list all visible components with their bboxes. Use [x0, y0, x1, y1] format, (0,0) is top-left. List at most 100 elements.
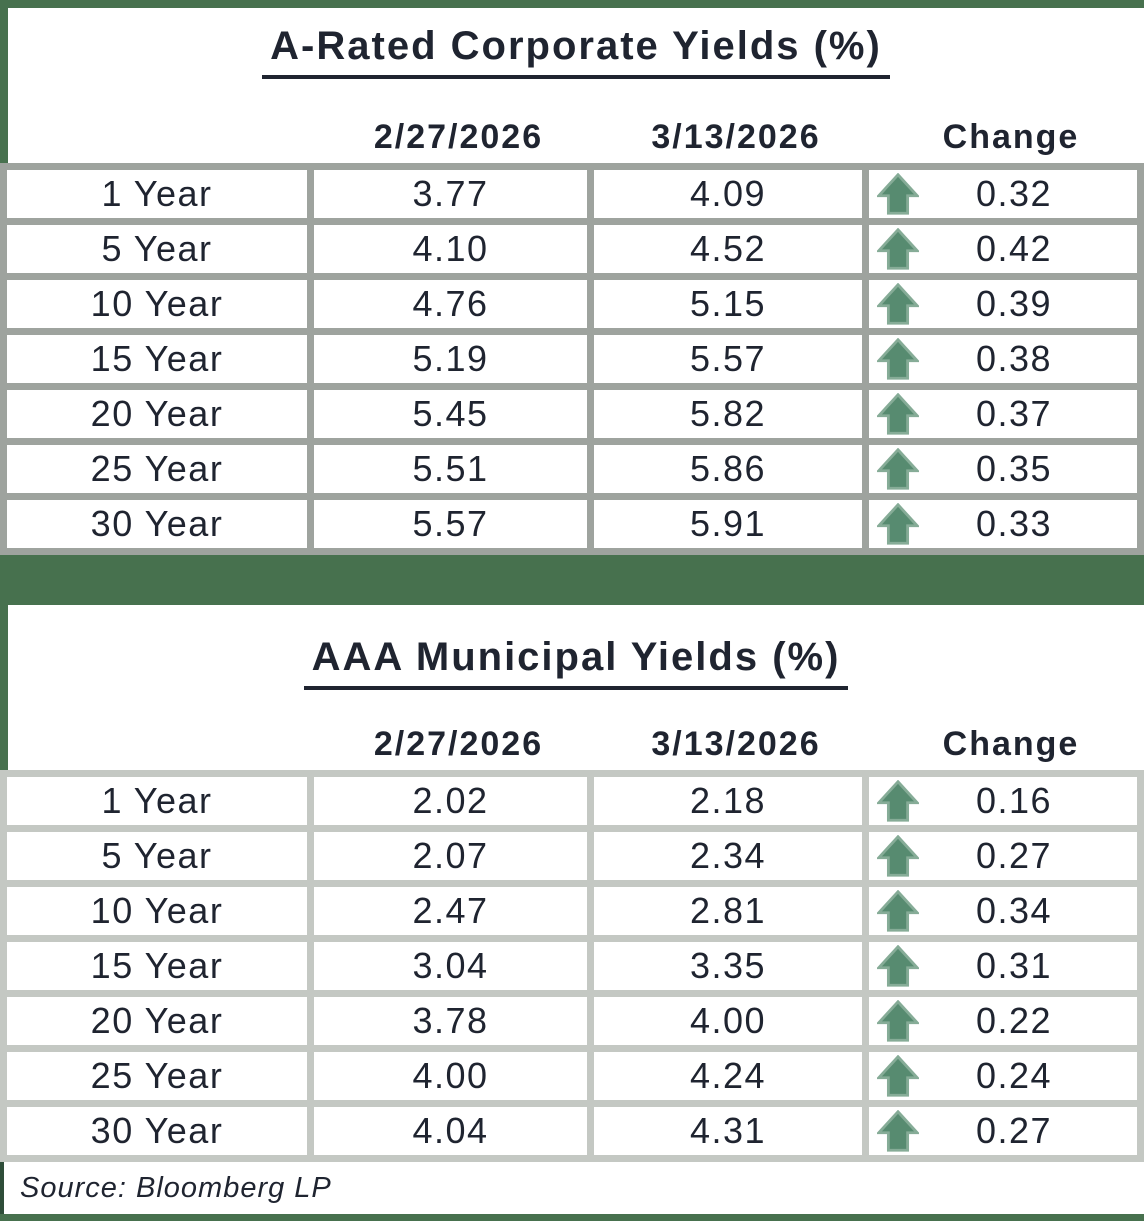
source-text: Source: Bloomberg LP	[20, 1171, 332, 1204]
change-cell: 0.24	[869, 1052, 1137, 1100]
yield-prev: 3.04	[314, 942, 587, 990]
yield-prev: 4.10	[314, 225, 587, 273]
up-arrow-icon	[877, 503, 919, 545]
row-label: 25 Year	[7, 1052, 307, 1100]
up-arrow-icon	[877, 448, 919, 490]
row-label: 25 Year	[7, 445, 307, 493]
table-title-municipal: AAA Municipal Yields (%)	[303, 635, 849, 690]
yield-curr: 5.15	[594, 280, 862, 328]
up-arrow-icon	[877, 283, 919, 325]
column-header-change: Change	[942, 725, 1080, 763]
yield-curr: 4.52	[594, 225, 862, 273]
change-value: 0.27	[975, 1110, 1053, 1151]
yield-curr: 4.24	[594, 1052, 862, 1100]
up-arrow-icon	[877, 393, 919, 435]
row-label: 15 Year	[7, 335, 307, 383]
change-value: 0.37	[975, 393, 1053, 434]
yield-curr: 5.57	[594, 335, 862, 383]
row-label: 10 Year	[7, 887, 307, 935]
yield-prev: 4.00	[314, 1052, 587, 1100]
column-header-date1: 2/27/2026	[373, 725, 544, 763]
yield-curr: 2.34	[594, 832, 862, 880]
top-green-bar	[0, 0, 1144, 8]
corporate-yields-table: 1 Year 3.77 4.09 0.32 5 Year 4.10 4.52 0…	[0, 163, 1144, 555]
yield-prev: 4.76	[314, 280, 587, 328]
yield-prev: 5.51	[314, 445, 587, 493]
column-header-date2: 3/13/2026	[651, 118, 821, 156]
municipal-yields-table: 1 Year 2.02 2.18 0.16 5 Year 2.07 2.34 0…	[0, 770, 1144, 1162]
up-arrow-icon	[877, 835, 919, 877]
yield-prev: 5.19	[314, 335, 587, 383]
yield-prev: 2.07	[314, 832, 587, 880]
up-arrow-icon	[877, 780, 919, 822]
change-cell: 0.27	[869, 832, 1137, 880]
row-label: 30 Year	[7, 1107, 307, 1155]
change-value: 0.24	[975, 1055, 1053, 1096]
yield-curr: 3.35	[594, 942, 862, 990]
municipal-title-wrap: AAA Municipal Yields (%)	[8, 635, 1144, 690]
yield-prev: 5.45	[314, 390, 587, 438]
change-value: 0.33	[975, 503, 1053, 544]
change-cell: 0.34	[869, 887, 1137, 935]
up-arrow-icon	[877, 338, 919, 380]
change-cell: 0.22	[869, 997, 1137, 1045]
yield-curr: 4.09	[594, 170, 862, 218]
municipal-header-row: 2/27/2026 3/13/2026 Change	[8, 725, 1144, 770]
up-arrow-icon	[877, 945, 919, 987]
change-cell: 0.27	[869, 1107, 1137, 1155]
yield-curr: 4.31	[594, 1107, 862, 1155]
change-cell: 0.35	[869, 445, 1137, 493]
change-value: 0.42	[975, 228, 1053, 269]
up-arrow-icon	[877, 173, 919, 215]
change-value: 0.35	[975, 448, 1053, 489]
up-arrow-icon	[877, 1110, 919, 1152]
up-arrow-icon	[877, 228, 919, 270]
row-label: 5 Year	[7, 832, 307, 880]
column-header-change: Change	[942, 118, 1080, 156]
green-divider-band	[0, 555, 1144, 605]
up-arrow-icon	[877, 1055, 919, 1097]
change-value: 0.32	[975, 173, 1053, 214]
row-label: 15 Year	[7, 942, 307, 990]
change-value: 0.27	[975, 835, 1053, 876]
up-arrow-icon	[877, 1000, 919, 1042]
corporate-title-wrap: A-Rated Corporate Yields (%)	[8, 24, 1144, 79]
change-cell: 0.31	[869, 942, 1137, 990]
row-label: 1 Year	[7, 170, 307, 218]
change-value: 0.16	[975, 780, 1053, 821]
yield-curr: 2.81	[594, 887, 862, 935]
yield-curr: 4.00	[594, 997, 862, 1045]
change-value: 0.39	[975, 283, 1053, 324]
yield-curr: 2.18	[594, 777, 862, 825]
yield-curr: 5.91	[594, 500, 862, 548]
change-value: 0.22	[975, 1000, 1053, 1041]
bottom-green-bar	[0, 1214, 1144, 1221]
row-label: 20 Year	[7, 390, 307, 438]
municipal-title-area: AAA Municipal Yields (%) 2/27/2026 3/13/…	[0, 605, 1144, 770]
yield-prev: 4.04	[314, 1107, 587, 1155]
table-title-corporate: A-Rated Corporate Yields (%)	[262, 24, 890, 79]
row-label: 5 Year	[7, 225, 307, 273]
yield-curr: 5.82	[594, 390, 862, 438]
change-value: 0.34	[975, 890, 1053, 931]
change-cell: 0.32	[869, 170, 1137, 218]
column-header-date1: 2/27/2026	[373, 118, 544, 156]
corporate-header-row: 2/27/2026 3/13/2026 Change	[8, 118, 1144, 163]
yield-prev: 5.57	[314, 500, 587, 548]
row-label: 1 Year	[7, 777, 307, 825]
change-value: 0.38	[975, 338, 1053, 379]
up-arrow-icon	[877, 890, 919, 932]
change-cell: 0.38	[869, 335, 1137, 383]
yield-curr: 5.86	[594, 445, 862, 493]
row-label: 20 Year	[7, 997, 307, 1045]
change-cell: 0.42	[869, 225, 1137, 273]
change-cell: 0.33	[869, 500, 1137, 548]
change-value: 0.31	[975, 945, 1053, 986]
row-label: 30 Year	[7, 500, 307, 548]
yield-prev: 2.47	[314, 887, 587, 935]
change-cell: 0.16	[869, 777, 1137, 825]
corporate-title-area: A-Rated Corporate Yields (%) 2/27/2026 3…	[0, 8, 1144, 163]
source-row: Source: Bloomberg LP	[0, 1162, 1144, 1214]
change-cell: 0.39	[869, 280, 1137, 328]
